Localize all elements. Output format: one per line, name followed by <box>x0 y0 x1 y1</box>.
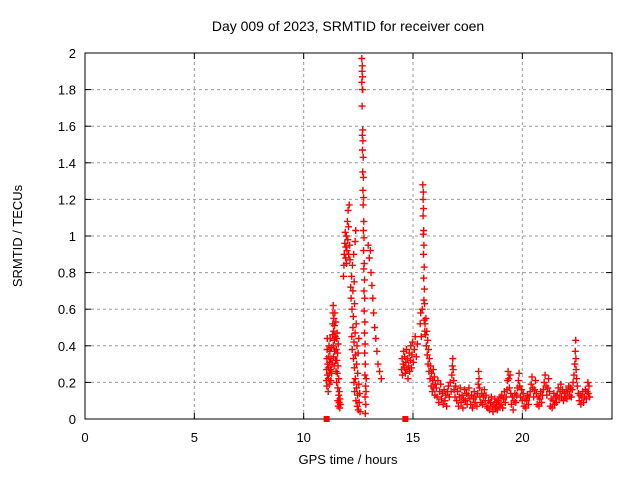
y-tick-label: 2 <box>69 46 76 61</box>
x-tick-label: 10 <box>296 430 310 445</box>
axis-tick-labels: 0 5 10 15 20 0 0.2 0.4 0.6 0.8 1 1.2 1.4 1.6 1.8 2 <box>58 46 530 445</box>
chart-title: Day 009 of 2023, SRMTID for receiver coe… <box>212 18 484 34</box>
y-tick-label: 0.2 <box>58 375 76 390</box>
y-tick-label: 0 <box>69 412 76 427</box>
x-tick-label: 5 <box>191 430 198 445</box>
x-axis-label: GPS time / hours <box>299 452 398 467</box>
grid-lines <box>85 53 612 419</box>
data-points <box>322 55 594 422</box>
y-tick-label: 0.6 <box>58 302 76 317</box>
y-tick-label: 1.4 <box>58 156 76 171</box>
plot-border <box>84 52 613 420</box>
y-axis-label: SRMTID / TECUs <box>10 184 25 287</box>
scatter-square-marker <box>402 416 409 422</box>
y-tick-label: 1 <box>69 229 76 244</box>
y-tick-label: 1.8 <box>58 83 76 98</box>
y-tick-label: 1.6 <box>58 119 76 134</box>
x-tick-label: 0 <box>81 430 88 445</box>
scatter-square-marker <box>323 416 330 422</box>
x-tick-label: 20 <box>515 430 529 445</box>
scatter-plus-markers <box>322 55 594 417</box>
y-tick-label: 0.4 <box>58 339 76 354</box>
y-tick-label: 0.8 <box>58 266 76 281</box>
x-tick-label: 15 <box>406 430 420 445</box>
y-tick-label: 1.2 <box>58 192 76 207</box>
